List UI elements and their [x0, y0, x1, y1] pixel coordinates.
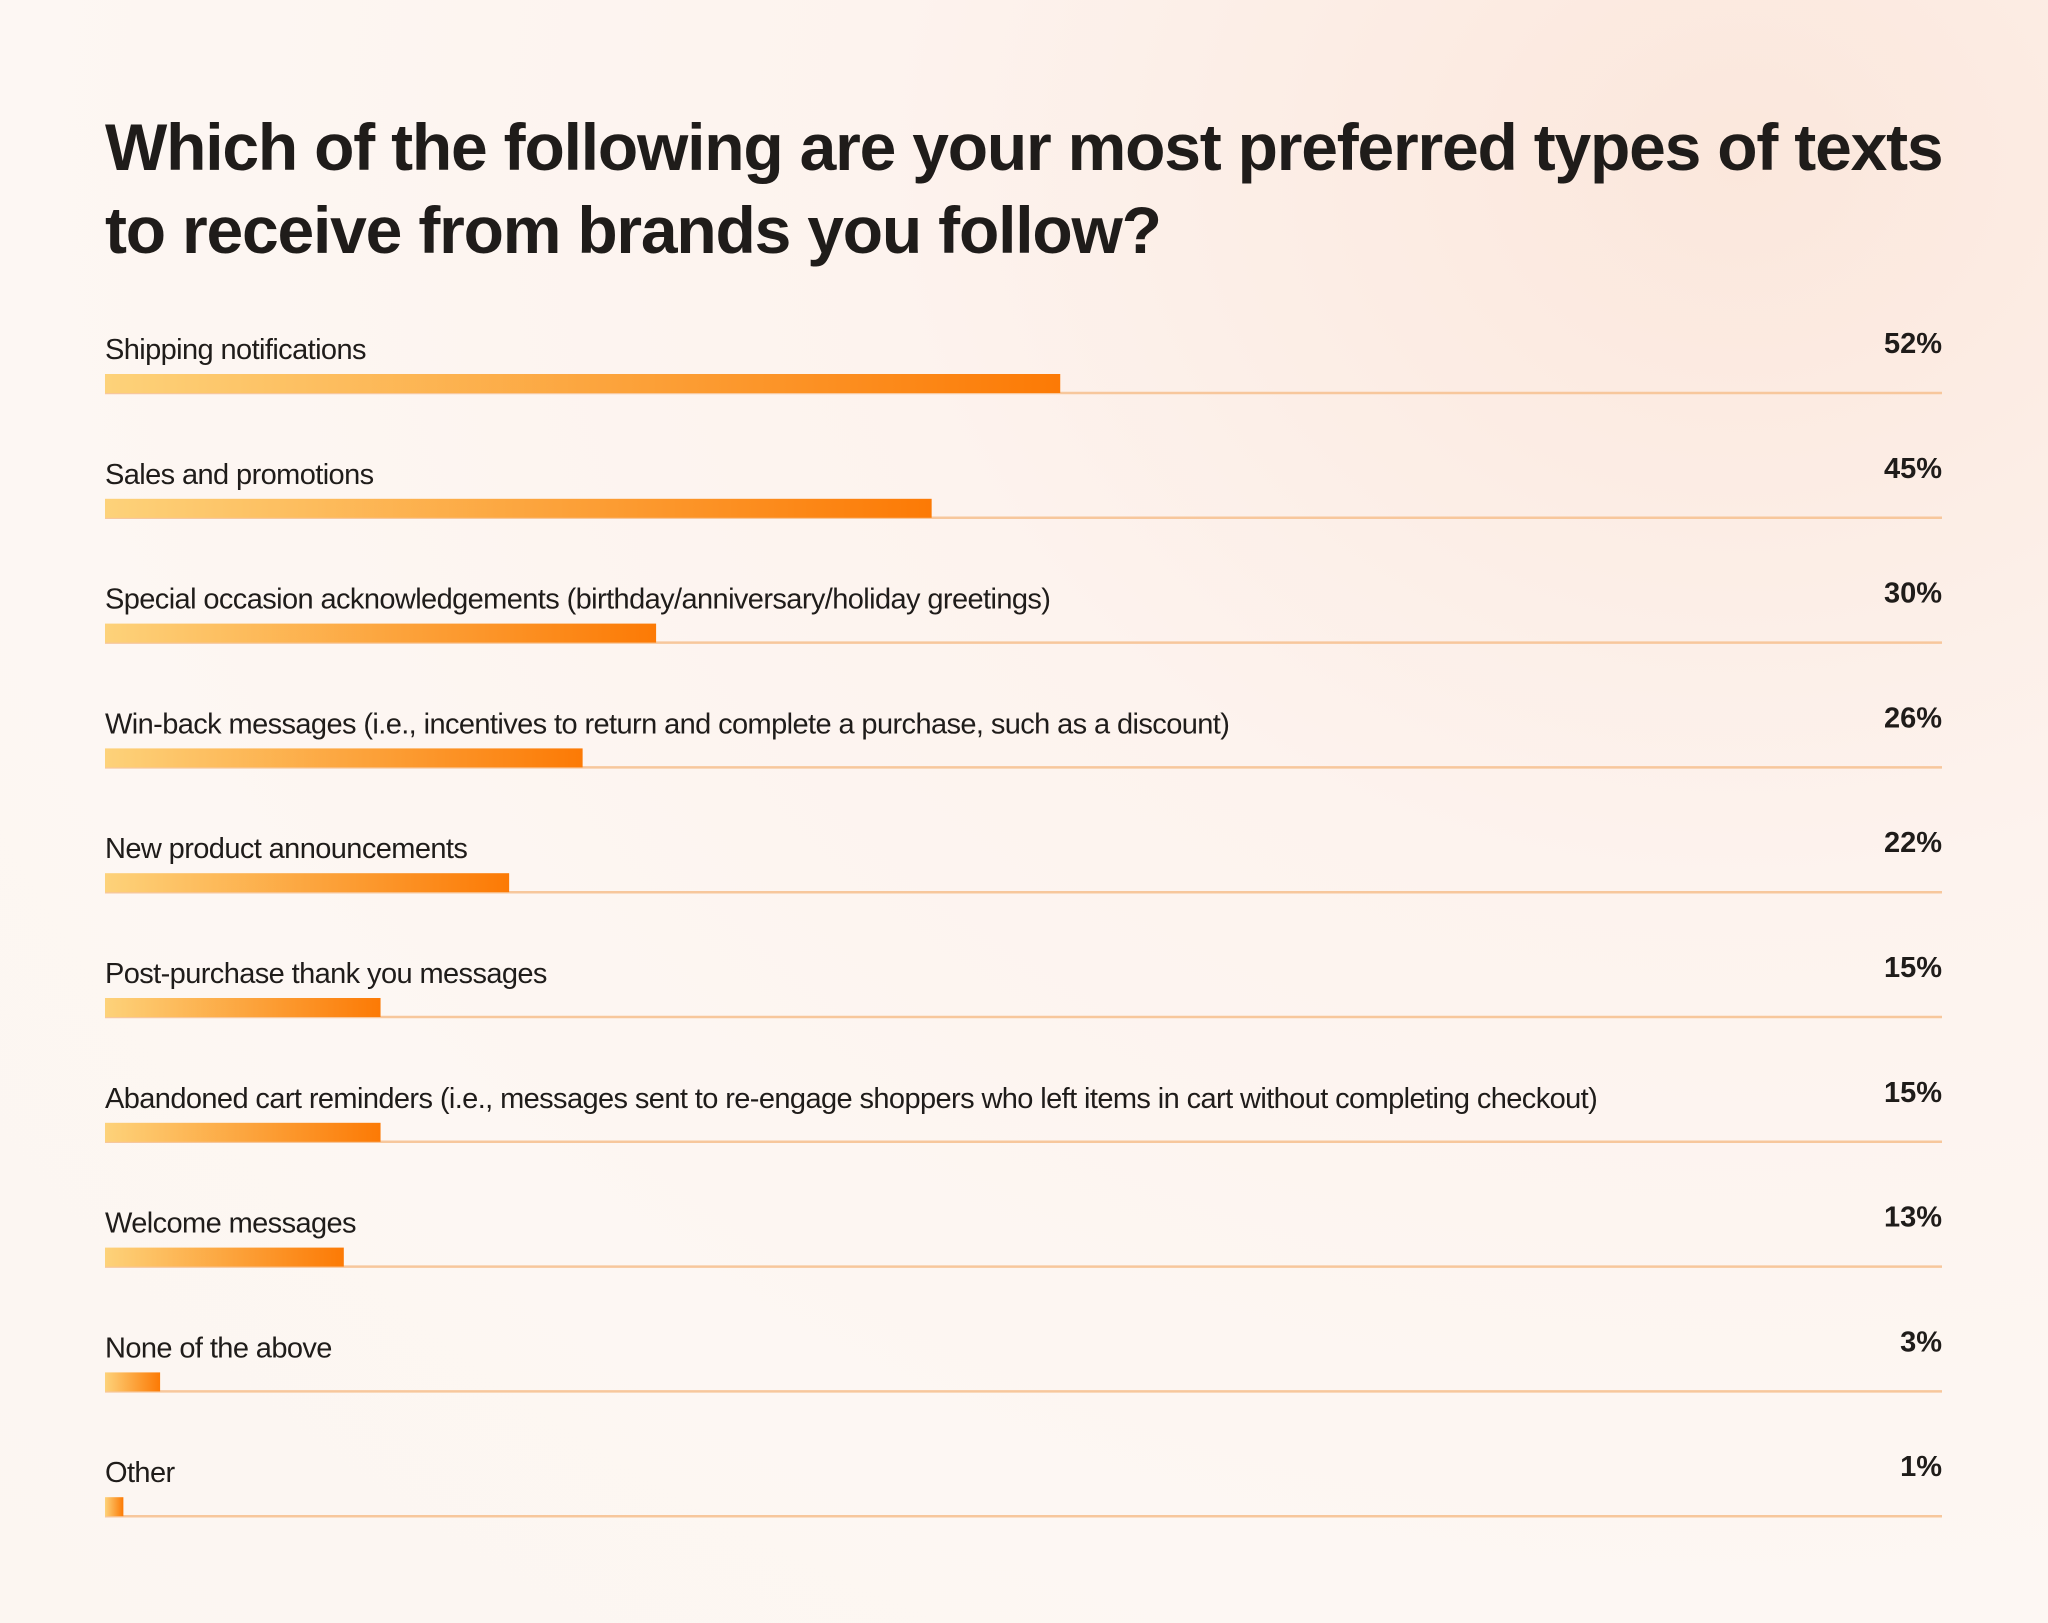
value-label: 45%: [1884, 453, 1942, 485]
category-label: Sales and promotions: [105, 459, 374, 491]
value-label: 30%: [1884, 578, 1942, 610]
bar-row: Shipping notifications 52%: [105, 328, 1942, 395]
category-label: Shipping notifications: [105, 334, 366, 366]
value-label: 15%: [1884, 1077, 1942, 1109]
category-label: New product announcements: [105, 833, 467, 865]
bar-row: Abandoned cart reminders (i.e., messages…: [105, 1077, 1942, 1144]
category-label: Other: [105, 1457, 175, 1489]
bar-row: Other 1%: [105, 1451, 1942, 1518]
bar: [105, 1247, 344, 1267]
bar: [105, 623, 657, 643]
bar-row: Post-purchase thank you messages 15%: [105, 952, 1942, 1019]
bar-row: Welcome messages 13%: [105, 1202, 1942, 1268]
value-label: 52%: [1884, 328, 1942, 360]
bar: [105, 498, 932, 518]
category-label: Special occasion acknowledgements (birth…: [105, 584, 1050, 616]
category-label: Abandoned cart reminders (i.e., messages…: [105, 1083, 1597, 1115]
value-label: 22%: [1884, 827, 1942, 859]
bar-row: Special occasion acknowledgements (birth…: [105, 578, 1942, 644]
bar-row: New product announcements 22%: [105, 827, 1942, 894]
category-label: None of the above: [105, 1332, 332, 1364]
bar: [105, 1122, 381, 1142]
value-label: 1%: [1900, 1451, 1942, 1483]
value-label: 3%: [1900, 1326, 1942, 1358]
bar: [105, 1372, 161, 1392]
bar: [105, 998, 381, 1017]
category-label: Welcome messages: [105, 1208, 356, 1240]
bar: [105, 873, 510, 893]
value-label: 26%: [1884, 702, 1942, 734]
bar: [105, 374, 1061, 393]
value-label: 15%: [1884, 952, 1942, 984]
category-label: Win-back messages (i.e., incentives to r…: [105, 708, 1229, 740]
bar: [105, 748, 583, 768]
bar: [105, 1497, 124, 1517]
chart-title: Which of the following are your most pre…: [105, 110, 1944, 267]
bar-row: Win-back messages (i.e., incentives to r…: [105, 702, 1942, 769]
value-label: 13%: [1884, 1202, 1942, 1234]
category-label: Post-purchase thank you messages: [105, 958, 547, 990]
bar-row: None of the above 3%: [105, 1326, 1942, 1393]
bar-row: Sales and promotions 45%: [105, 453, 1942, 520]
